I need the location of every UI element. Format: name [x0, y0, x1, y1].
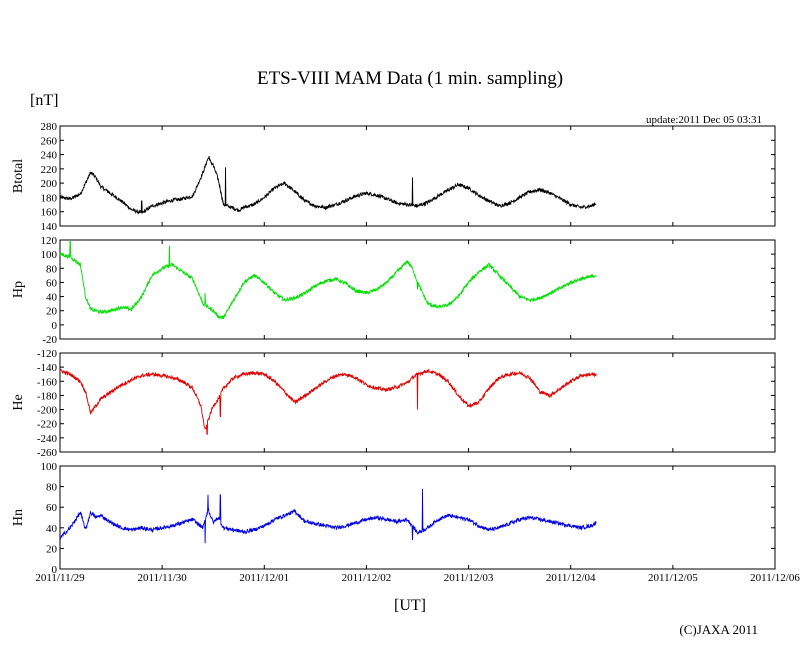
x-tick-labels: 2011/11/29 2011/11/30 2011/12/01 2011/12/02…: [35, 572, 800, 584]
y-tick-label: -20: [42, 334, 57, 346]
panel-he: -260 -240 -220 -200 -180 -160 -140 -120 He: [11, 348, 776, 459]
y-tick-label: -140: [37, 362, 58, 374]
y-tick-label: 280: [41, 121, 58, 133]
panel-frame: [59, 465, 776, 570]
y-tick-label: 200: [41, 178, 58, 190]
panel-hn: 0 20 40 60 80 100 Hn: [11, 461, 776, 576]
y-axis-label-he: He: [11, 394, 26, 410]
y-tick-label: 0: [52, 320, 58, 332]
y-tick-label: 40: [46, 523, 58, 535]
x-tick-label: 2011/11/29: [35, 572, 85, 584]
x-tick-label: 2011/12/04: [546, 572, 596, 584]
x-tick-label: 2011/12/02: [342, 572, 392, 584]
unit-label: [nT]: [30, 92, 58, 109]
x-axis-label: [UT]: [394, 597, 426, 614]
chart-title: ETS-VIII MAM Data (1 min. sampling): [257, 68, 563, 89]
y-tick-label: -200: [37, 405, 58, 417]
y-tick-label: 220: [41, 164, 58, 176]
x-tick-label: 2011/12/06: [750, 572, 800, 584]
y-tick-label: -160: [37, 376, 58, 388]
y-tick-label: 260: [41, 135, 58, 147]
panel-frame: [59, 352, 776, 453]
y-tick-label: 20: [46, 543, 58, 555]
y-axis-label-hn: Hn: [11, 509, 26, 526]
y-tick-label: 240: [41, 150, 58, 162]
panels-group: 140160180200220240260280Btotal-200204060…: [11, 121, 776, 576]
y-axis-label-hp: Hp: [11, 281, 26, 298]
y-tick-label: 160: [41, 207, 58, 219]
series-line-hn: [59, 488, 597, 544]
y-tick-label: 140: [41, 221, 58, 233]
series-line-btotal: [59, 155, 597, 215]
y-tick-label: 100: [41, 461, 58, 473]
y-tick-label: 120: [41, 235, 58, 247]
x-tick-label: 2011/12/03: [444, 572, 494, 584]
y-tick-label: -260: [37, 447, 58, 459]
y-tick-label: 100: [41, 249, 58, 261]
y-tick-label: 20: [46, 306, 58, 318]
y-tick-label: -180: [37, 390, 58, 402]
y-tick-label: 40: [46, 292, 58, 304]
panel-frame: [59, 239, 776, 340]
y-tick-label: 60: [46, 502, 58, 514]
copyright-notice: (C)JAXA 2011: [679, 622, 758, 637]
y-tick-label: -240: [37, 433, 58, 445]
y-tick-label: 60: [46, 277, 58, 289]
series-line-hp: [59, 240, 597, 320]
y-tick-label: 180: [41, 192, 58, 204]
update-timestamp: update:2011 Dec 05 03:31: [646, 114, 762, 126]
y-axis-label-btotal: Btotal: [11, 159, 26, 193]
y-tick-label: -120: [37, 348, 58, 360]
x-tick-label: 2011/12/05: [648, 572, 698, 584]
y-tick-label: 0: [52, 564, 58, 576]
panel-hp: -20 0 20 40 60 80 100 120 Hp: [11, 235, 776, 346]
y-tick-label: 80: [46, 482, 58, 494]
y-tick-label: -220: [37, 419, 58, 431]
panel-btotal: 140 160 180 200 220 240 260 280 Btotal: [11, 121, 776, 233]
panel-frame: [59, 125, 776, 227]
x-tick-label: 2011/11/30: [137, 572, 187, 584]
y-tick-label: 80: [46, 263, 58, 275]
x-tick-label: 2011/12/01: [239, 572, 289, 584]
series-line-he: [59, 368, 597, 435]
